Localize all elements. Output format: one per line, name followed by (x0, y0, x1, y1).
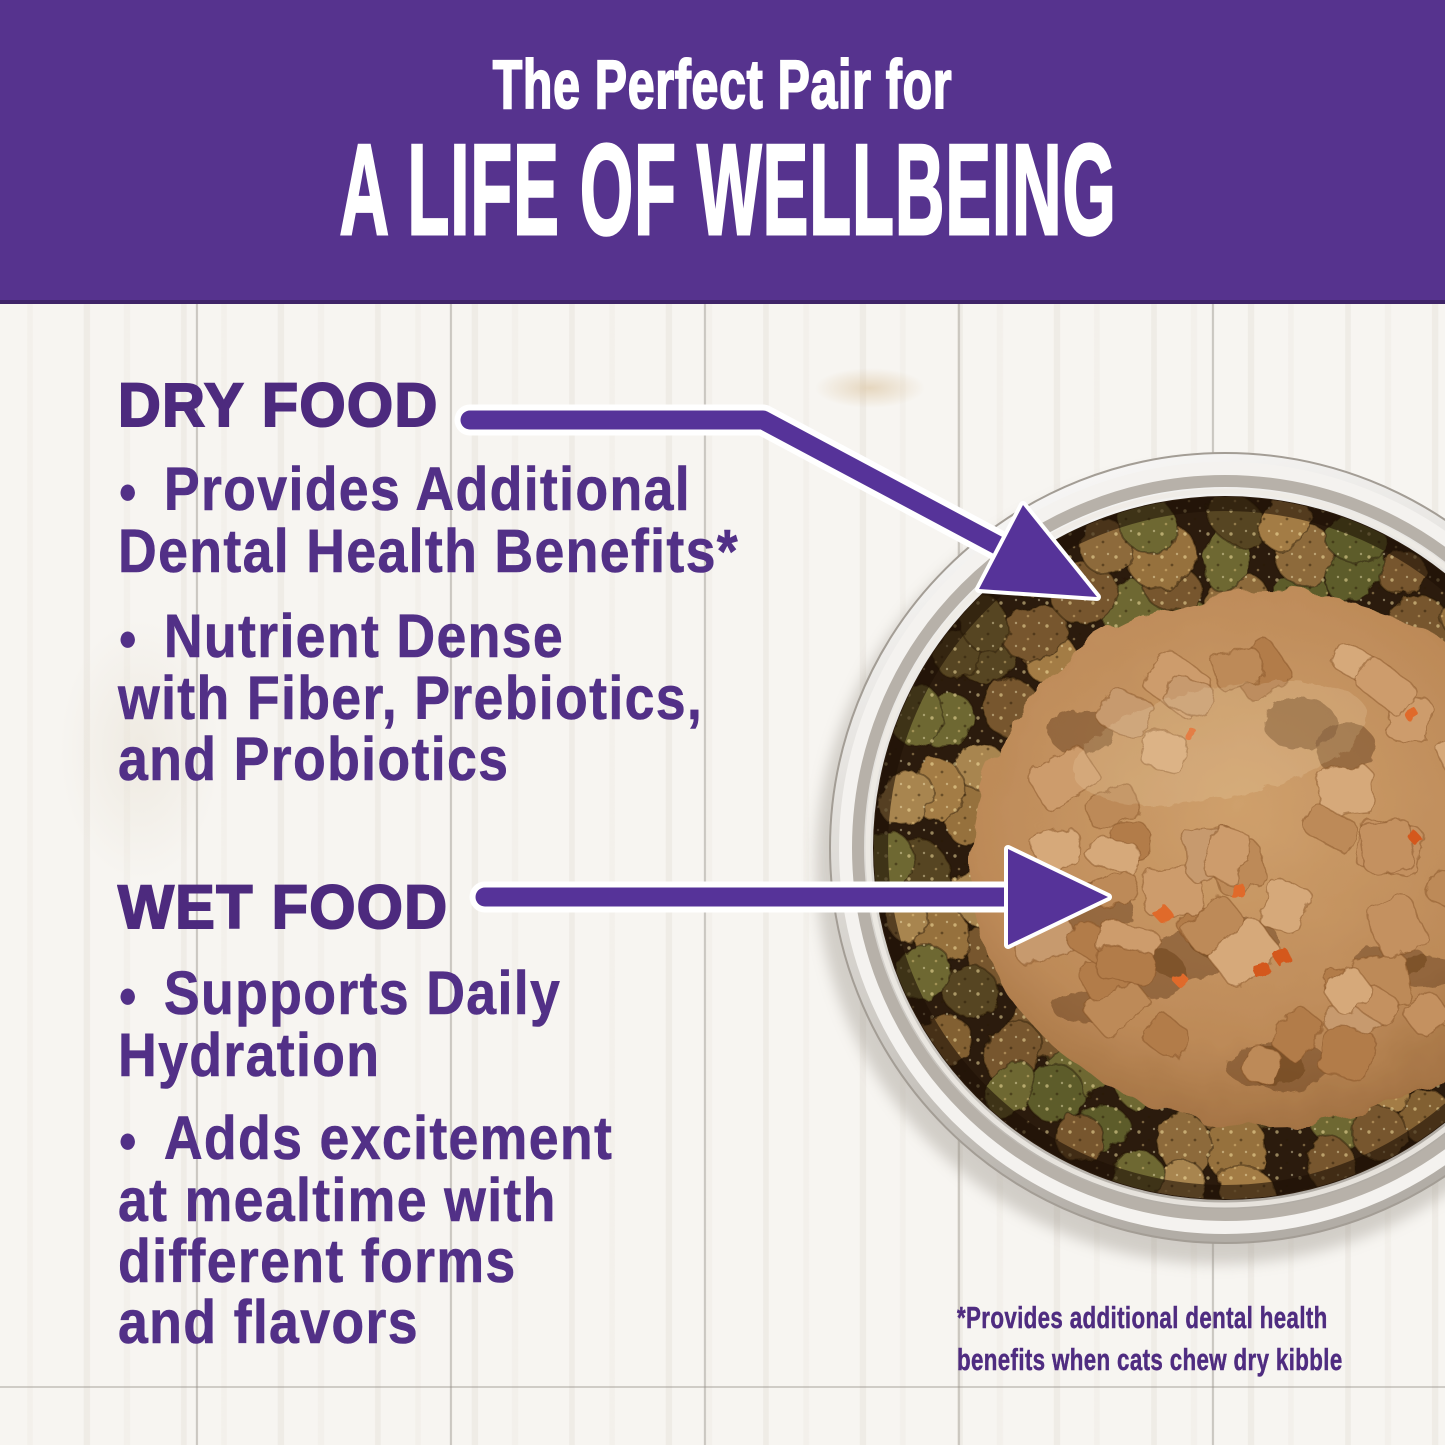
bullet-dot: ● (118, 470, 138, 512)
cat-food-bowl-image (816, 452, 1445, 1264)
wet-food-heading: WET FOOD (117, 873, 449, 941)
wet-bullet-hydration: ● Supports Daily Hydration (118, 962, 561, 1089)
banner-kicker: The Perfect Pair for (492, 45, 953, 124)
footnote-line: benefits when cats chew dry kibble (957, 1342, 1343, 1378)
wood-plank-seam (0, 1386, 1445, 1388)
bullet-text: Hydration (118, 1021, 381, 1089)
footnote: *Provides additional dental health benef… (957, 1297, 1343, 1381)
bullet-text: at mealtime with (118, 1166, 557, 1234)
bullet-dot: ● (118, 617, 138, 659)
wet-bullet-excitement: ● Adds excitement at mealtime with differ… (118, 1107, 613, 1356)
bullet-dot: ● (118, 974, 138, 1016)
bullet-text: and Probiotics (118, 725, 510, 793)
wet-food-chunks (1012, 637, 1445, 1092)
banner-title: A LIFE OF WELLBEING (339, 118, 1117, 262)
bullet-text: different forms (118, 1227, 517, 1295)
dry-bullet-nutrient-dense: ● Nutrient Dense with Fiber, Prebiotics, … (118, 605, 704, 793)
bullet-text: Adds excitement (163, 1104, 614, 1172)
header-banner: The Perfect Pair for A LIFE OF WELLBEING (0, 0, 1445, 304)
wood-stain (815, 368, 925, 408)
bullet-dot: ● (118, 1119, 138, 1161)
bullet-text: with Fiber, Prebiotics, (118, 664, 704, 732)
wood-stain (60, 620, 220, 880)
bullet-text: Dental Health Benefits* (118, 517, 739, 585)
bowl-inner-lip (865, 488, 1445, 1208)
dry-bullet-dental-benefits: ● Provides Additional Dental Health Benef… (118, 458, 739, 585)
bullet-text: Supports Daily (163, 959, 562, 1027)
bullet-text: Provides Additional (163, 455, 692, 523)
footnote-line: *Provides additional dental health (957, 1300, 1328, 1336)
bullet-text: and flavors (118, 1288, 419, 1356)
dry-food-heading: DRY FOOD (117, 371, 439, 439)
bullet-text: Nutrient Dense (163, 602, 565, 670)
